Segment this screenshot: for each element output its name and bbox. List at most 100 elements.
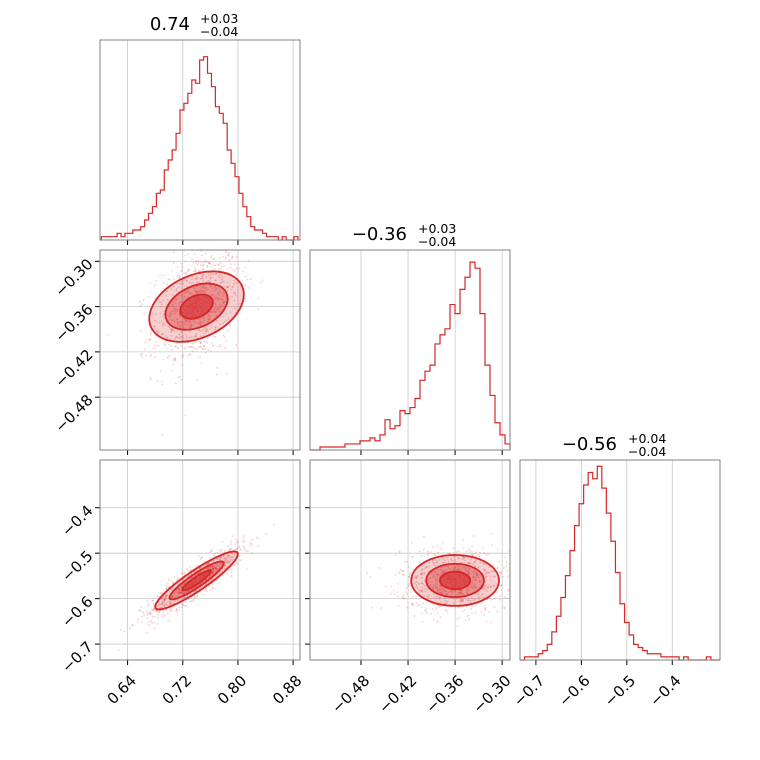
sample-point bbox=[161, 614, 164, 616]
sample-point bbox=[162, 313, 165, 315]
sample-point bbox=[442, 602, 445, 605]
panel-5-xtick-label-0: −0.7 bbox=[510, 672, 548, 710]
sample-point bbox=[474, 551, 477, 554]
sample-point bbox=[212, 560, 215, 562]
sample-point bbox=[180, 301, 182, 304]
sample-point bbox=[149, 337, 152, 340]
sample-point bbox=[425, 607, 427, 610]
sample-point bbox=[472, 599, 475, 602]
sample-point bbox=[190, 323, 193, 326]
sample-point bbox=[183, 318, 186, 321]
sample-point bbox=[410, 591, 413, 593]
sample-point bbox=[167, 601, 169, 604]
sample-point bbox=[205, 582, 208, 585]
sample-point bbox=[180, 325, 182, 328]
sample-point bbox=[486, 590, 489, 593]
sample-point bbox=[159, 312, 162, 315]
sample-point bbox=[242, 545, 245, 547]
sample-point bbox=[219, 562, 222, 564]
sample-point bbox=[216, 558, 219, 561]
sample-point bbox=[161, 333, 163, 336]
sample-point bbox=[188, 326, 191, 329]
sample-point bbox=[432, 576, 435, 579]
sample-point bbox=[195, 276, 198, 278]
sample-point bbox=[223, 336, 226, 338]
sample-point bbox=[188, 319, 191, 322]
sample-point bbox=[452, 565, 455, 568]
sample-point bbox=[176, 611, 178, 614]
sample-point bbox=[157, 330, 160, 333]
sample-point bbox=[196, 569, 198, 572]
sample-point bbox=[199, 335, 202, 338]
sample-point bbox=[427, 554, 430, 557]
sample-point bbox=[235, 256, 238, 259]
sample-point bbox=[369, 576, 372, 578]
sample-point bbox=[433, 595, 436, 598]
sample-point bbox=[426, 612, 429, 614]
sample-point bbox=[206, 341, 209, 344]
sample-point bbox=[176, 609, 178, 611]
sample-point bbox=[173, 330, 176, 333]
sample-point bbox=[213, 308, 216, 311]
sample-point bbox=[184, 600, 187, 603]
sample-point bbox=[457, 567, 460, 570]
sample-point bbox=[234, 294, 237, 296]
sample-point bbox=[215, 373, 218, 376]
sample-point bbox=[427, 552, 430, 555]
sample-point bbox=[149, 378, 152, 381]
sample-point bbox=[220, 556, 222, 559]
sample-point bbox=[462, 547, 465, 550]
sample-point bbox=[432, 575, 434, 578]
sample-point bbox=[475, 572, 477, 575]
sample-point bbox=[168, 315, 171, 318]
sample-point bbox=[165, 294, 168, 297]
sample-point bbox=[149, 611, 152, 613]
sample-point bbox=[227, 561, 230, 563]
sample-point bbox=[371, 606, 373, 609]
sample-point bbox=[438, 591, 441, 594]
sample-point bbox=[185, 335, 188, 338]
sample-point bbox=[226, 281, 229, 284]
sample-point bbox=[442, 591, 445, 593]
sample-point bbox=[478, 555, 481, 558]
sample-point bbox=[434, 608, 437, 611]
sample-point bbox=[141, 611, 144, 614]
sample-point bbox=[478, 596, 481, 599]
sample-point bbox=[440, 591, 442, 594]
sample-point bbox=[178, 588, 180, 590]
sample-point bbox=[214, 295, 216, 297]
sample-point bbox=[163, 324, 166, 326]
sample-point bbox=[490, 575, 492, 578]
sample-point bbox=[479, 574, 481, 577]
sample-point bbox=[422, 588, 425, 591]
sample-point bbox=[185, 320, 188, 323]
sample-point bbox=[155, 341, 157, 344]
sample-point bbox=[235, 538, 238, 541]
sample-point bbox=[461, 555, 464, 558]
sample-point bbox=[472, 576, 475, 578]
sample-point bbox=[199, 261, 202, 264]
sample-point bbox=[215, 567, 218, 570]
sample-point bbox=[199, 323, 202, 326]
sample-point bbox=[150, 620, 153, 623]
sample-point bbox=[436, 620, 439, 622]
sample-point bbox=[479, 580, 481, 582]
sample-point bbox=[180, 320, 183, 323]
sample-point bbox=[223, 560, 226, 562]
sample-point bbox=[163, 314, 165, 316]
sample-point bbox=[180, 323, 183, 326]
sample-point bbox=[401, 596, 404, 598]
sample-point bbox=[186, 252, 189, 255]
sample-point bbox=[168, 601, 171, 604]
sample-point bbox=[439, 585, 442, 588]
sample-point bbox=[176, 336, 178, 338]
sample-point bbox=[185, 605, 188, 608]
sample-point bbox=[190, 572, 193, 575]
sample-point bbox=[191, 342, 194, 345]
sample-point bbox=[229, 540, 232, 543]
sample-point bbox=[491, 570, 494, 573]
sample-point bbox=[191, 350, 194, 353]
sample-point bbox=[202, 286, 205, 289]
sample-point bbox=[237, 562, 240, 565]
sample-point bbox=[170, 607, 172, 610]
